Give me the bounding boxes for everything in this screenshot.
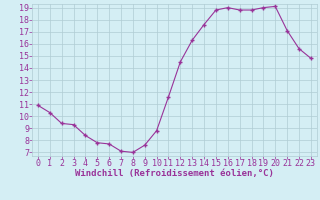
X-axis label: Windchill (Refroidissement éolien,°C): Windchill (Refroidissement éolien,°C) — [75, 169, 274, 178]
